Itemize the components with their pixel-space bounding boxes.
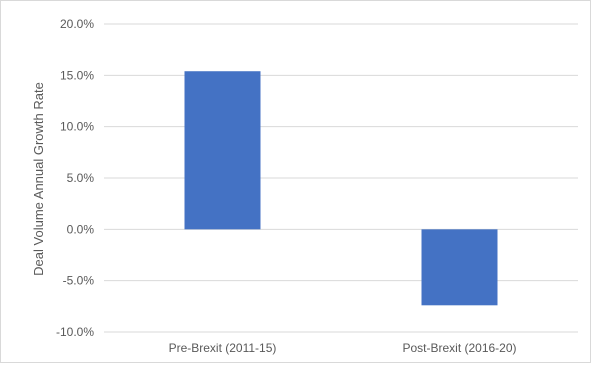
y-tick-label: -5.0% [63, 274, 95, 288]
y-tick-label: 15.0% [60, 68, 94, 82]
x-tick-label: Post-Brexit (2016-20) [402, 341, 516, 355]
bar [184, 71, 261, 230]
x-tick-label: Pre-Brexit (2011-15) [169, 341, 277, 355]
y-tick-label: 5.0% [67, 171, 95, 185]
gridlines [104, 23, 578, 333]
y-tick-label: 20.0% [60, 17, 94, 31]
y-axis-ticks: 20.0% 15.0% 10.0% 5.0% 0.0% -5.0% -10.0% [56, 17, 94, 339]
y-axis-label: Deal Volume Annual Growth Rate [31, 82, 46, 276]
y-tick-label: -10.0% [56, 325, 94, 339]
x-axis-ticks: Pre-Brexit (2011-15) Post-Brexit (2016-20… [169, 341, 517, 355]
y-tick-label: 0.0% [67, 222, 95, 236]
bar [421, 229, 498, 306]
y-tick-label: 10.0% [60, 120, 94, 134]
bars [184, 71, 498, 306]
